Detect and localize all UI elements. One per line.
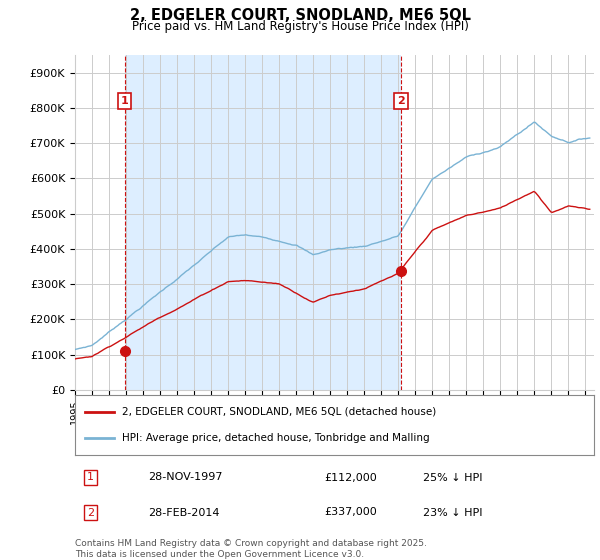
Text: 2, EDGELER COURT, SNODLAND, ME6 5QL (detached house): 2, EDGELER COURT, SNODLAND, ME6 5QL (det… <box>122 407 436 417</box>
Text: 2: 2 <box>397 96 405 106</box>
Text: 2, EDGELER COURT, SNODLAND, ME6 5QL: 2, EDGELER COURT, SNODLAND, ME6 5QL <box>130 8 470 24</box>
Text: 1: 1 <box>87 473 94 483</box>
Text: Price paid vs. HM Land Registry's House Price Index (HPI): Price paid vs. HM Land Registry's House … <box>131 20 469 32</box>
Text: £112,000: £112,000 <box>324 473 377 483</box>
Bar <box>125 55 401 390</box>
Text: 25% ↓ HPI: 25% ↓ HPI <box>423 473 482 483</box>
Text: £337,000: £337,000 <box>324 507 377 517</box>
Text: HPI: Average price, detached house, Tonbridge and Malling: HPI: Average price, detached house, Tonb… <box>122 433 430 443</box>
Text: 2: 2 <box>87 507 94 517</box>
Text: 28-FEB-2014: 28-FEB-2014 <box>148 507 219 517</box>
Text: 1: 1 <box>121 96 128 106</box>
Text: 28-NOV-1997: 28-NOV-1997 <box>148 473 222 483</box>
Text: Contains HM Land Registry data © Crown copyright and database right 2025.
This d: Contains HM Land Registry data © Crown c… <box>75 539 427 559</box>
Text: 23% ↓ HPI: 23% ↓ HPI <box>423 507 482 517</box>
